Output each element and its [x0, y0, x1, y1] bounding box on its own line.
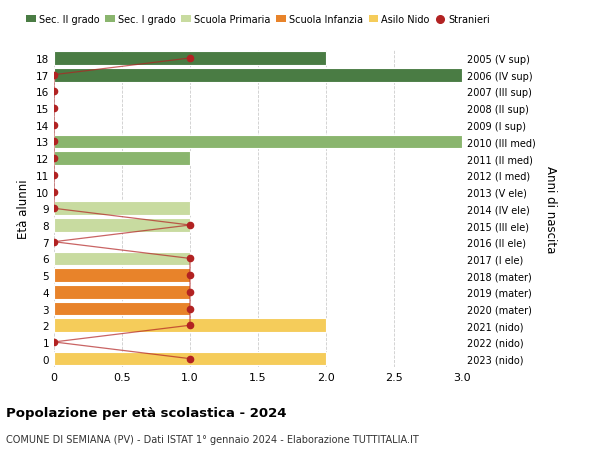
Bar — [54, 69, 462, 82]
Bar — [54, 269, 190, 282]
Bar — [54, 152, 190, 166]
Bar — [54, 352, 326, 366]
Bar — [54, 135, 462, 149]
Text: COMUNE DI SEMIANA (PV) - Dati ISTAT 1° gennaio 2024 - Elaborazione TUTTITALIA.IT: COMUNE DI SEMIANA (PV) - Dati ISTAT 1° g… — [6, 434, 419, 444]
Bar — [54, 285, 190, 299]
Y-axis label: Anni di nascita: Anni di nascita — [544, 165, 557, 252]
Y-axis label: Età alunni: Età alunni — [17, 179, 31, 239]
Bar — [54, 202, 190, 216]
Legend: Sec. II grado, Sec. I grado, Scuola Primaria, Scuola Infanzia, Asilo Nido, Stran: Sec. II grado, Sec. I grado, Scuola Prim… — [22, 11, 494, 29]
Bar — [54, 52, 326, 66]
Bar — [54, 252, 190, 266]
Bar — [54, 319, 326, 332]
Text: Popolazione per età scolastica - 2024: Popolazione per età scolastica - 2024 — [6, 406, 287, 419]
Bar — [54, 302, 190, 316]
Bar — [54, 218, 190, 232]
